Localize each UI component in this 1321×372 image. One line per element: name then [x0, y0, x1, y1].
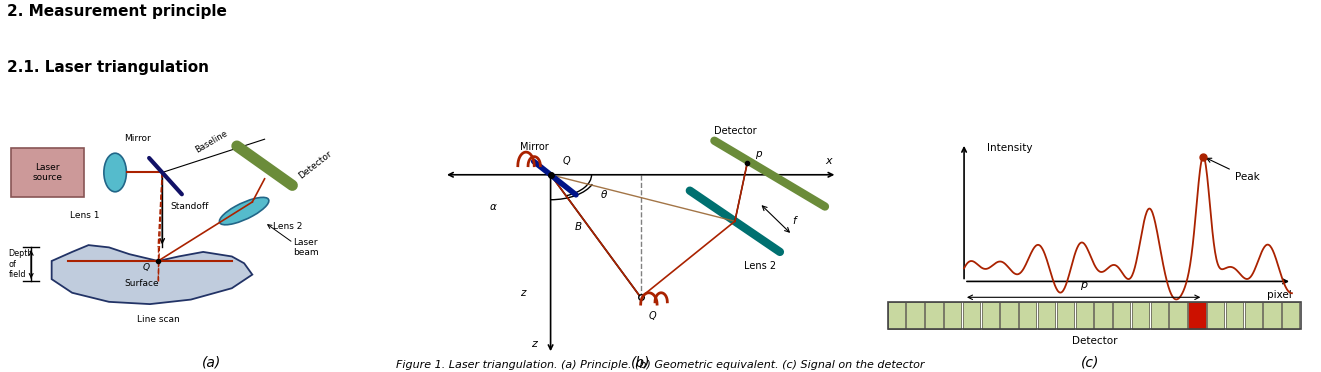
- Bar: [925, 302, 943, 329]
- Text: Q: Q: [563, 156, 571, 166]
- Text: Standoff: Standoff: [170, 202, 209, 211]
- Text: Q: Q: [649, 311, 657, 321]
- Text: Lens 2: Lens 2: [273, 222, 303, 231]
- Text: $\theta$: $\theta$: [600, 188, 608, 201]
- Bar: [1207, 302, 1225, 329]
- Bar: [1057, 302, 1074, 329]
- Bar: [963, 302, 980, 329]
- Text: Intensity: Intensity: [987, 143, 1032, 153]
- Bar: [1226, 302, 1243, 329]
- Text: Q: Q: [143, 263, 149, 272]
- Text: 2.1. Laser triangulation: 2.1. Laser triangulation: [7, 60, 209, 74]
- Text: B: B: [575, 222, 583, 232]
- Bar: [1000, 302, 1017, 329]
- Bar: [1188, 302, 1206, 329]
- Bar: [1151, 302, 1168, 329]
- Bar: [1114, 302, 1131, 329]
- Text: Detector: Detector: [296, 149, 333, 181]
- Text: p: p: [1081, 280, 1087, 291]
- Text: Lens 1: Lens 1: [70, 211, 99, 220]
- Text: Figure 1. Laser triangulation. (a) Principle. (b) Geometric equivalent. (c) Sign: Figure 1. Laser triangulation. (a) Princ…: [396, 360, 925, 370]
- Bar: [1283, 302, 1300, 329]
- Bar: [1132, 302, 1149, 329]
- Text: Baseline: Baseline: [194, 128, 229, 154]
- Text: Surface: Surface: [124, 279, 159, 288]
- Text: Laser
beam: Laser beam: [293, 238, 318, 257]
- Bar: [1244, 302, 1262, 329]
- Bar: [982, 302, 999, 329]
- Text: (b): (b): [631, 356, 650, 370]
- Ellipse shape: [219, 198, 269, 225]
- FancyBboxPatch shape: [11, 148, 85, 198]
- Text: (c): (c): [1081, 356, 1099, 370]
- Bar: [945, 302, 962, 329]
- Text: x: x: [826, 156, 832, 166]
- Bar: [906, 302, 923, 329]
- Polygon shape: [52, 245, 252, 304]
- Bar: [1263, 302, 1280, 329]
- Text: Mirror: Mirror: [520, 142, 548, 152]
- Text: Detector: Detector: [715, 126, 757, 136]
- Text: 2. Measurement principle: 2. Measurement principle: [7, 4, 226, 19]
- Bar: [1038, 302, 1055, 329]
- Bar: [1094, 302, 1111, 329]
- Bar: [888, 302, 905, 329]
- Bar: [1075, 302, 1092, 329]
- Text: Depth
of
field: Depth of field: [9, 250, 33, 279]
- Text: z: z: [520, 288, 526, 298]
- Bar: [1169, 302, 1186, 329]
- Text: p: p: [756, 149, 762, 159]
- Bar: [1020, 302, 1037, 329]
- Text: Lens 2: Lens 2: [744, 261, 775, 271]
- Text: f: f: [793, 216, 795, 226]
- Text: Line scan: Line scan: [137, 315, 180, 324]
- Text: Detector: Detector: [1071, 336, 1118, 346]
- Text: Mirror: Mirror: [124, 134, 151, 143]
- Text: Laser
source: Laser source: [33, 163, 62, 182]
- Text: Peak: Peak: [1207, 158, 1259, 183]
- Bar: [888, 302, 1301, 329]
- Text: z: z: [531, 340, 538, 350]
- Text: $\alpha$: $\alpha$: [489, 202, 498, 212]
- Ellipse shape: [104, 153, 127, 192]
- Text: pixel: pixel: [1267, 291, 1292, 301]
- Text: (a): (a): [202, 356, 221, 370]
